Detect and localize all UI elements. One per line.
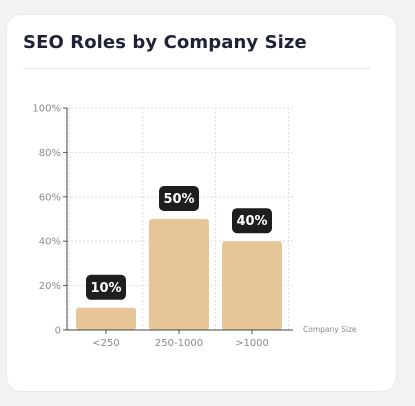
y-tick-label: 20% <box>39 281 61 292</box>
data-label: 50% <box>163 192 194 207</box>
data-label-background <box>232 208 272 234</box>
data-labels: 10% 50% 40% <box>86 186 272 300</box>
y-tick-label: 0 <box>55 326 61 337</box>
bar <box>76 307 136 330</box>
x-tick-label: 250-1000 <box>155 338 203 349</box>
chart-title: SEO Roles by Company Size <box>23 32 307 53</box>
y-tick-label: 100% <box>32 104 61 115</box>
y-tick-label: 80% <box>39 148 61 159</box>
data-label-background <box>159 186 199 211</box>
bar <box>222 241 282 330</box>
x-tick-label: >1000 <box>235 338 269 349</box>
x-axis-label: Company Size <box>303 325 357 334</box>
data-label: 10% <box>90 281 121 296</box>
y-tick-label: 60% <box>39 192 61 203</box>
bar <box>149 219 209 330</box>
data-label: 40% <box>236 214 267 229</box>
bars <box>76 219 282 330</box>
tick-labels: 0 20% 40% 60% 80% 100% <250 250-1000 >1000 <box>32 104 269 350</box>
data-label-background <box>86 274 126 300</box>
x-tick-label: <250 <box>92 338 119 349</box>
title-divider <box>23 68 371 69</box>
axes <box>63 107 293 334</box>
y-tick-label: 40% <box>39 237 61 248</box>
